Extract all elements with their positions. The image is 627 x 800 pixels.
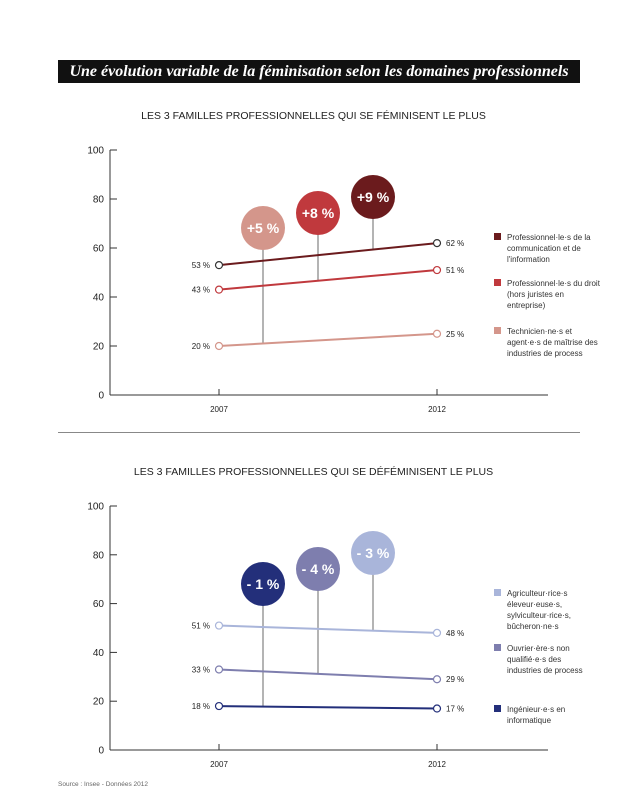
y-tick-label: 100: [87, 502, 104, 513]
y-tick-label: 80: [93, 195, 105, 206]
data-point: [432, 675, 442, 684]
chart-2: 0 20 40 60 80 100 2007 2012 - 1 % - 4 % - 3 % 51 % 4…: [87, 502, 548, 769]
chart-1: 0 20 40 60 80 100 2007 2012 +5 % +8 % +9 % 53 % 62 %…: [87, 146, 548, 414]
legend-label: Agriculteur·rice·s éleveur·euse·s, sylvi…: [507, 589, 572, 631]
data-point: [214, 701, 224, 711]
data-label: 33 %: [192, 665, 210, 674]
x-tick-label: 2007: [210, 405, 228, 414]
data-point: [432, 628, 442, 637]
data-label: 43 %: [192, 286, 210, 295]
data-label: 29 %: [446, 675, 464, 684]
legend-item: Agriculteur·rice·s éleveur·euse·s, sylvi…: [494, 588, 614, 632]
legend-item: Professionnel·le·s de la communication e…: [494, 232, 614, 265]
data-label: 53 %: [192, 261, 210, 270]
series-line: [218, 332, 438, 347]
data-label: 25 %: [446, 330, 464, 339]
change-bubble: [296, 191, 340, 235]
data-label: 51 %: [192, 622, 210, 631]
legend-swatch: [494, 327, 501, 334]
y-tick-label: 80: [93, 550, 105, 561]
y-tick-label: 0: [98, 746, 104, 757]
legend-swatch: [494, 644, 501, 651]
data-label: 51 %: [446, 266, 464, 275]
change-label: +8 %: [302, 205, 335, 221]
data-label: 62 %: [446, 239, 464, 248]
legend-label: Technicien·ne·s et agent·e·s de maîtrise…: [507, 327, 598, 358]
main-title: Une évolution variable de la féminisatio…: [58, 60, 580, 83]
y-tick-label: 0: [98, 391, 104, 402]
data-point: [432, 265, 442, 275]
legend-label: Professionnel·le·s de la communication e…: [507, 233, 591, 264]
chart-1-title: LES 3 FAMILLES PROFESSIONNELLES QUI SE F…: [141, 110, 486, 122]
change-bubble: [351, 531, 395, 575]
series-line: [218, 705, 438, 710]
legend-label: Professionnel·le·s du droit (hors jurist…: [507, 279, 600, 310]
y-tick-label: 40: [93, 648, 105, 659]
x-tick-label: 2012: [428, 760, 446, 769]
data-point: [214, 285, 224, 294]
change-bubble: [241, 562, 285, 606]
change-bubble: [351, 175, 395, 219]
legend-item: Technicien·ne·s et agent·e·s de maîtrise…: [494, 326, 614, 359]
y-tick-label: 20: [93, 342, 105, 353]
data-point: [432, 329, 442, 338]
change-bubble: [296, 547, 340, 591]
data-point: [432, 239, 442, 248]
legend-label: Ouvrier·ère·s non qualifié·e·s des indus…: [507, 644, 583, 675]
series-line: [218, 624, 438, 634]
x-tick-label: 2012: [428, 405, 446, 414]
data-label: 18 %: [192, 702, 210, 711]
legend-item: Professionnel·le·s du droit (hors jurist…: [494, 278, 614, 311]
series-line: [218, 668, 438, 681]
y-tick-label: 60: [93, 244, 105, 255]
change-label: +5 %: [247, 220, 280, 236]
y-tick-label: 60: [93, 599, 105, 610]
series-line: [218, 242, 438, 267]
source-note: Source : Insee - Données 2012: [58, 781, 148, 788]
data-point: [214, 621, 224, 630]
chart-2-title: LES 3 FAMILLES PROFESSIONNELLES QUI SE D…: [133, 466, 494, 478]
y-tick-label: 100: [87, 146, 104, 157]
data-label: 48 %: [446, 629, 464, 638]
legend-swatch: [494, 589, 501, 596]
legend-item: Ouvrier·ère·s non qualifié·e·s des indus…: [494, 643, 614, 676]
legend-swatch: [494, 279, 501, 286]
data-point: [214, 665, 224, 674]
data-point: [214, 261, 224, 270]
legend-swatch: [494, 705, 501, 712]
y-tick-label: 20: [93, 697, 105, 708]
data-point: [214, 341, 224, 351]
y-tick-label: 40: [93, 293, 105, 304]
change-label: - 4 %: [302, 561, 335, 577]
data-label: 20 %: [192, 342, 210, 351]
x-tick-label: 2007: [210, 760, 228, 769]
data-label: 17 %: [446, 705, 464, 714]
legend-label: Ingénieur·e·s en informatique: [507, 705, 566, 725]
change-label: +9 %: [357, 189, 390, 205]
change-label: - 3 %: [357, 545, 390, 561]
legend-item: Ingénieur·e·s en informatique: [494, 704, 614, 726]
change-label: - 1 %: [247, 576, 280, 592]
series-line: [218, 269, 438, 291]
separator: [58, 432, 580, 433]
change-bubble: [241, 206, 285, 250]
legend-swatch: [494, 233, 501, 240]
data-point: [432, 704, 442, 713]
